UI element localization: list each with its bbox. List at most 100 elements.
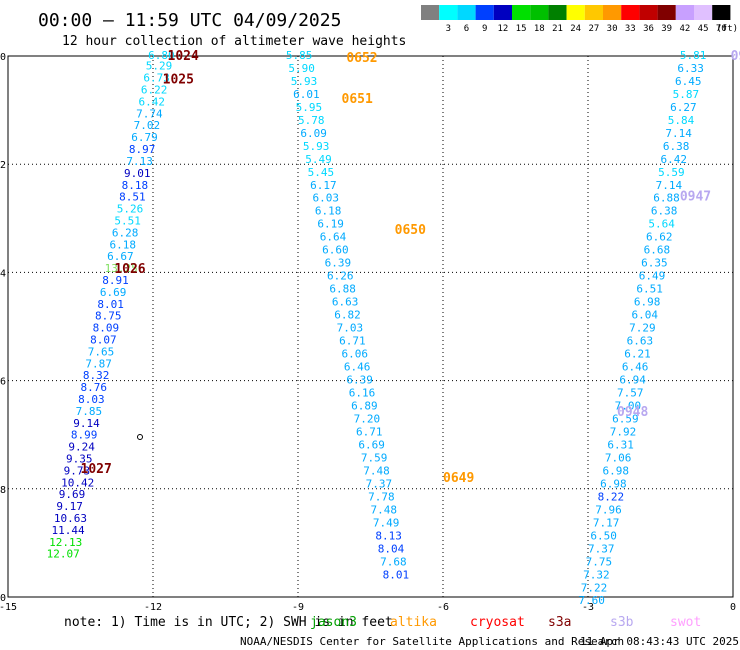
- data-point: 13.25: [105, 262, 138, 275]
- legend-swatch: [493, 5, 512, 20]
- pass-label: 0651: [342, 92, 373, 107]
- x-tick-label: -15: [0, 602, 17, 613]
- data-point: 7.57: [617, 387, 644, 400]
- data-point: 6.04: [632, 309, 659, 322]
- data-point: 9.35: [66, 453, 93, 466]
- axis-ticks: -15-12-9-6-30-30-32-34-36-38-40: [0, 52, 736, 613]
- data-point: 9.14: [73, 417, 100, 430]
- y-tick-label: -36: [0, 377, 6, 388]
- pass-label: 0947: [680, 190, 711, 205]
- data-point: 6.64: [320, 231, 347, 244]
- data-point: 7.78: [368, 490, 395, 503]
- x-tick-label: -6: [437, 602, 449, 613]
- y-tick-label: -32: [0, 160, 6, 171]
- legend-label: 15: [516, 24, 527, 34]
- legend-swatch: [639, 5, 658, 20]
- data-point: 6.60: [322, 244, 349, 257]
- data-point: 6.39: [325, 257, 352, 270]
- legend-label: 12: [497, 24, 508, 34]
- data-point: 8.09: [93, 322, 120, 335]
- legend-swatch: [421, 5, 440, 20]
- data-point: 7.22: [581, 581, 608, 594]
- x-tick-label: 0: [730, 602, 736, 613]
- data-point: 6.71: [356, 425, 383, 438]
- data-point: 5.49: [305, 153, 332, 166]
- data-point: 7.32: [583, 568, 610, 581]
- legend-label: 30: [607, 24, 618, 34]
- mission-swot: swot: [670, 615, 701, 630]
- data-point: 6.18: [110, 238, 137, 251]
- data-point: 6.62: [646, 231, 673, 244]
- data-point: 6.06: [342, 348, 369, 361]
- data-point: 6.38: [663, 140, 690, 153]
- pass-label: 0948: [617, 405, 648, 420]
- data-point: 6.98: [634, 296, 661, 309]
- data-point: 7.49: [373, 516, 400, 529]
- data-point: 6.73: [143, 72, 170, 85]
- data-point: 6.33: [677, 62, 704, 75]
- data-point: 7.48: [363, 464, 390, 477]
- y-tick-label: -40: [0, 593, 6, 604]
- data-point: 7.48: [371, 503, 398, 516]
- pass-labels: 1024 1025 1026 1027 0652 0651 0650 0649 0946 0947…: [81, 49, 740, 486]
- data-point: 8.99: [71, 429, 98, 442]
- data-point: 6.89: [351, 399, 378, 412]
- data-point: 5.84: [668, 114, 695, 127]
- data-point: 6.88: [329, 283, 356, 296]
- data-point: 7.96: [595, 503, 622, 516]
- data-point: 7.87: [85, 357, 112, 370]
- data-point: 6.51: [636, 283, 663, 296]
- data-point: 5.45: [308, 166, 335, 179]
- data-point: 5.93: [291, 75, 318, 88]
- data-point: 8.32: [83, 369, 110, 382]
- data-point: 5.90: [288, 62, 315, 75]
- data-point: 6.79: [131, 131, 158, 144]
- data-point: 6.09: [300, 127, 327, 140]
- data-point: 6.80: [148, 49, 175, 62]
- plot-grid: [7, 55, 734, 598]
- pass-label: 1024: [168, 49, 199, 64]
- legend-label: 33: [625, 24, 636, 34]
- data-point: 6.31: [607, 438, 634, 451]
- mission-s3a: s3a: [548, 615, 571, 630]
- data-point: 6.98: [603, 464, 630, 477]
- data-point: 8.01: [383, 568, 410, 581]
- legend-swatch: [530, 5, 549, 20]
- data-point: 5.95: [296, 101, 323, 114]
- mission-s3b: s3b: [610, 615, 634, 630]
- footer-credit: NOAA/NESDIS Center for Satellite Applica…: [240, 635, 624, 648]
- data-point: 7.75: [586, 555, 613, 568]
- data-point: 7.74: [136, 107, 163, 120]
- data-point: 6.01: [293, 88, 320, 101]
- pass-label: 1025: [163, 73, 194, 88]
- data-point: 8.76: [81, 381, 108, 394]
- data-point: 6.19: [317, 218, 344, 231]
- data-point: 7.14: [665, 127, 692, 140]
- pass-label: 0652: [346, 51, 377, 66]
- pass-label: 0650: [395, 223, 426, 238]
- data-point: 8.07: [90, 333, 117, 346]
- data-point: 6.68: [644, 244, 671, 257]
- data-point: 5.81: [680, 49, 707, 62]
- data-point: 6.18: [315, 205, 342, 218]
- legend-label: 39: [661, 24, 672, 34]
- legend-label: 36: [643, 24, 654, 34]
- data-point: 6.59: [612, 412, 639, 425]
- data-point: 10.42: [61, 476, 94, 489]
- data-point: 7.68: [380, 555, 407, 568]
- legend-swatch: [548, 5, 567, 20]
- x-tick-label: -12: [144, 602, 162, 613]
- data-point: 5.51: [114, 214, 141, 227]
- data-point: 6.94: [619, 374, 646, 387]
- data-point: 5.26: [117, 203, 144, 216]
- mission-cryosat: cryosat: [470, 615, 525, 630]
- data-point: 6.17: [310, 179, 337, 192]
- legend-label: 27: [588, 24, 599, 34]
- data-point: 6.98: [600, 477, 627, 490]
- legend-label: 24: [570, 24, 581, 34]
- data-point: 7.06: [605, 451, 632, 464]
- data-point: 6.63: [332, 296, 359, 309]
- legend-label: 45: [698, 24, 709, 34]
- legend-label: 42: [679, 24, 690, 34]
